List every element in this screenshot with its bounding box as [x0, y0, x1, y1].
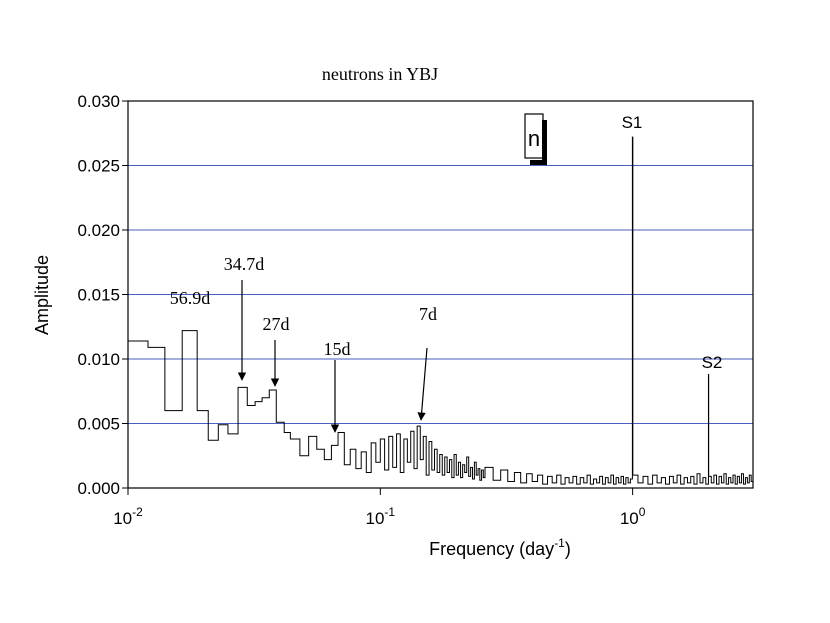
annotation: 15d: [324, 339, 351, 359]
annotation: 27d: [263, 314, 290, 334]
inset-label: n: [528, 126, 540, 151]
annotation-arrow: [417, 347, 428, 421]
annotation: 56.9d: [170, 288, 211, 308]
y-tick-label: 0.025: [77, 157, 120, 176]
y-tick-label: 0.020: [77, 221, 120, 240]
y-axis-label: Amplitude: [32, 255, 52, 335]
y-tick-label: 0.015: [77, 286, 120, 305]
inset-glyph: n: [524, 113, 547, 165]
x-tick-exponent: -1: [384, 505, 395, 519]
x-axis-label-sup: -1: [554, 536, 565, 550]
y-tick-label: 0.005: [77, 415, 120, 434]
data-line: [128, 136, 753, 485]
y-tick-label: 0.000: [77, 479, 120, 498]
x-tick-exponent: 0: [639, 505, 646, 519]
x-tick-base: 10: [366, 509, 385, 528]
plot-frame: [127, 100, 754, 489]
x-tick-base: 10: [113, 509, 132, 528]
annotation: 7d: [419, 304, 437, 324]
inset-bar: [530, 160, 547, 165]
x-tick-label: 10-2: [113, 505, 143, 528]
x-tick-label: 100: [620, 505, 646, 528]
x-axis-label: Frequency (day-1): [429, 536, 571, 559]
annotation: 34.7d: [224, 254, 265, 274]
x-tick-label: 10-1: [366, 505, 396, 528]
annotation: S1: [622, 113, 643, 132]
y-tick-label: 0.030: [77, 92, 120, 111]
x-tick-exponent: -2: [132, 505, 143, 519]
y-tick-label: 0.010: [77, 350, 120, 369]
annotation: S2: [702, 353, 723, 372]
inset-bar: [542, 120, 547, 162]
x-tick-base: 10: [620, 509, 639, 528]
x-axis-label-text: Frequency (day: [429, 539, 554, 559]
x-axis-label-suffix: ): [565, 539, 571, 559]
chart-title: neutrons in YBJ: [322, 64, 438, 84]
